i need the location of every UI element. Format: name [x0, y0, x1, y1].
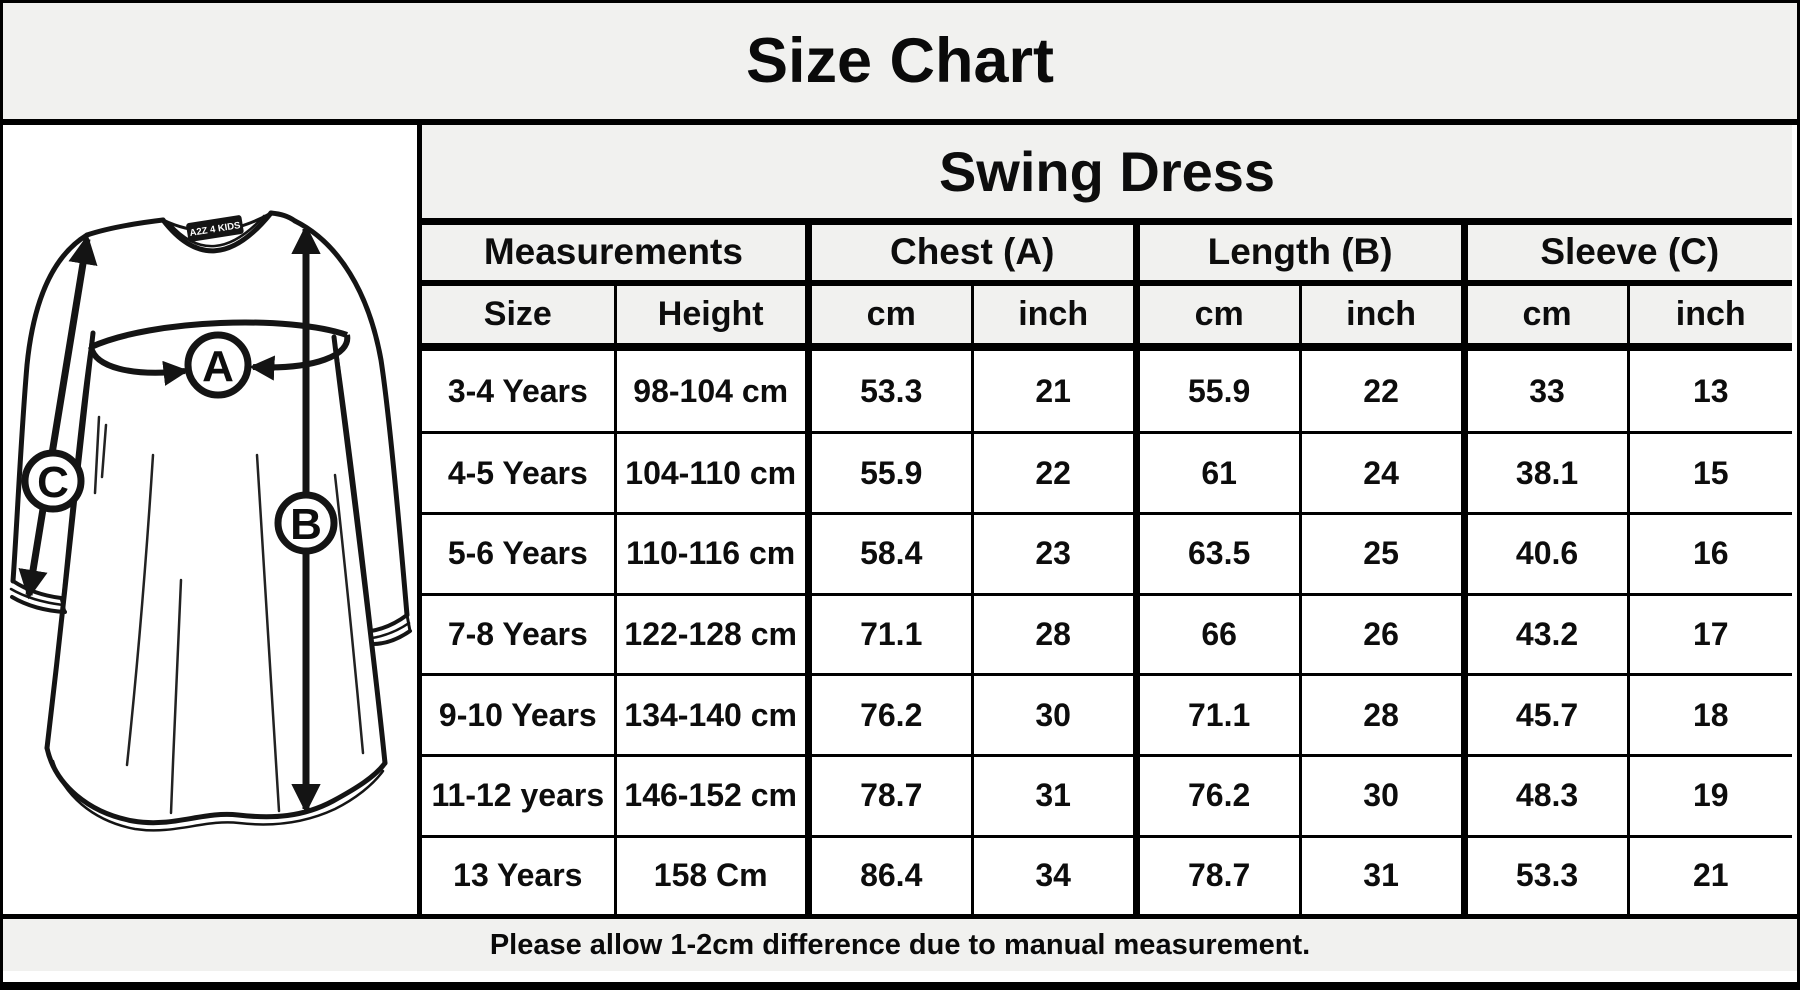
cell-chest-cm: 71.1 — [804, 592, 974, 677]
cell-sleeve-cm: 45.7 — [1460, 673, 1630, 758]
cell-chest-cm: 58.4 — [804, 511, 974, 596]
cell-length-inch: 24 — [1298, 431, 1466, 515]
length-label: B — [290, 500, 322, 549]
cell-size: 5-6 Years — [422, 511, 617, 596]
cell-height: 122-128 cm — [613, 592, 810, 677]
cell-sleeve-inch: 21 — [1626, 834, 1792, 914]
cell-length-inch: 30 — [1298, 754, 1466, 838]
cell-chest-cm: 55.9 — [804, 431, 974, 515]
size-table-body: 3-4 Years 98-104 cm 53.3 21 55.9 22 33 13 4-5 Ye… — [422, 345, 1792, 914]
cell-length-cm: 61 — [1132, 431, 1302, 515]
cell-chest-inch: 28 — [970, 592, 1138, 677]
cell-length-cm: 71.1 — [1132, 673, 1302, 758]
table-row: 9-10 Years 134-140 cm 76.2 30 71.1 28 45.7 18 — [422, 673, 1792, 758]
cell-chest-inch: 34 — [970, 834, 1138, 914]
collar-brand-tag: A2Z 4 KIDS — [186, 215, 244, 242]
table-row: 3-4 Years 98-104 cm 53.3 21 55.9 22 33 13 — [422, 345, 1792, 435]
cell-sleeve-inch: 16 — [1626, 511, 1792, 596]
group-header-length: Length (B) — [1132, 219, 1466, 286]
sleeve-label: C — [37, 458, 69, 507]
cell-size: 3-4 Years — [422, 345, 617, 435]
group-header-measurements: Measurements — [422, 219, 810, 286]
cell-length-cm: 63.5 — [1132, 511, 1302, 596]
cell-length-inch: 26 — [1298, 592, 1466, 677]
table-row: 4-5 Years 104-110 cm 55.9 22 61 24 38.1 15 — [422, 431, 1792, 515]
cell-sleeve-cm: 33 — [1460, 345, 1630, 435]
table-row: 13 Years 158 Cm 86.4 34 78.7 31 53.3 21 — [422, 834, 1792, 914]
cell-chest-inch: 31 — [970, 754, 1138, 838]
sleeve-label-badge: C — [21, 449, 85, 513]
col-header-chest-inch: inch — [970, 281, 1138, 351]
cell-chest-cm: 76.2 — [804, 673, 974, 758]
col-header-sleeve-cm: cm — [1460, 281, 1630, 351]
cell-sleeve-cm: 48.3 — [1460, 754, 1630, 838]
cell-length-cm: 55.9 — [1132, 345, 1302, 435]
cell-sleeve-cm: 53.3 — [1460, 834, 1630, 914]
cell-height: 134-140 cm — [613, 673, 810, 758]
table-row: 11-12 years 146-152 cm 78.7 31 76.2 30 48.3 19 — [422, 754, 1792, 838]
cell-sleeve-inch: 15 — [1626, 431, 1792, 515]
table-row: 5-6 Years 110-116 cm 58.4 23 63.5 25 40.6 16 — [422, 511, 1792, 596]
cell-length-inch: 25 — [1298, 511, 1466, 596]
sleeve-measure-arrow — [18, 234, 98, 600]
cell-chest-inch: 22 — [970, 431, 1138, 515]
title-bar: Size Chart — [3, 3, 1797, 125]
cell-length-cm: 66 — [1132, 592, 1302, 677]
cell-size: 7-8 Years — [422, 592, 617, 677]
cell-size: 4-5 Years — [422, 431, 617, 515]
cell-length-cm: 76.2 — [1132, 754, 1302, 838]
cell-sleeve-cm: 40.6 — [1460, 511, 1630, 596]
group-header-chest: Chest (A) — [804, 219, 1138, 286]
cell-sleeve-inch: 17 — [1626, 592, 1792, 677]
col-header-chest-cm: cm — [804, 281, 974, 351]
page-title: Size Chart — [745, 26, 1055, 96]
table-row: 7-8 Years 122-128 cm 71.1 28 66 26 43.2 17 — [422, 592, 1792, 677]
footer-note: Please allow 1-2cm difference due to man… — [489, 928, 1311, 961]
cell-height: 110-116 cm — [613, 511, 810, 596]
cell-sleeve-inch: 18 — [1626, 673, 1792, 758]
cell-size: 9-10 Years — [422, 673, 617, 758]
main-area: A2Z 4 KIDS — [3, 125, 1797, 914]
chest-label: A — [202, 342, 234, 391]
col-header-height: Height — [613, 281, 810, 351]
cell-length-inch: 28 — [1298, 673, 1466, 758]
group-header-sleeve: Sleeve (C) — [1460, 219, 1792, 286]
cell-height: 98-104 cm — [613, 345, 810, 435]
cell-size: 13 Years — [422, 834, 617, 914]
length-label-badge: B — [274, 491, 338, 555]
dress-outline — [9, 210, 412, 832]
cell-height: 158 Cm — [613, 834, 810, 914]
cell-height: 146-152 cm — [613, 754, 810, 838]
footer-bar: Please allow 1-2cm difference due to man… — [3, 914, 1797, 971]
chest-measure-arrow — [88, 319, 351, 386]
col-header-length-cm: cm — [1132, 281, 1302, 351]
cell-chest-cm: 78.7 — [804, 754, 974, 838]
dress-illustration: A2Z 4 KIDS — [9, 210, 412, 832]
cell-sleeve-cm: 43.2 — [1460, 592, 1630, 677]
illustration-panel: A2Z 4 KIDS — [3, 125, 422, 914]
cell-length-inch: 31 — [1298, 834, 1466, 914]
col-header-size: Size — [422, 281, 617, 351]
col-header-length-inch: inch — [1298, 281, 1466, 351]
cell-chest-inch: 21 — [970, 345, 1138, 435]
cell-sleeve-inch: 19 — [1626, 754, 1792, 838]
cell-chest-inch: 23 — [970, 511, 1138, 596]
product-name-header: Swing Dress — [422, 125, 1792, 225]
cell-chest-cm: 86.4 — [804, 834, 974, 914]
cell-sleeve-cm: 38.1 — [1460, 431, 1630, 515]
chest-label-badge: A — [184, 331, 252, 399]
cell-size: 11-12 years — [422, 754, 617, 838]
cell-chest-inch: 30 — [970, 673, 1138, 758]
cell-height: 104-110 cm — [613, 431, 810, 515]
size-table-wrap: Swing Dress Measurements Chest (A) Lengt… — [422, 125, 1792, 914]
size-table: Swing Dress Measurements Chest (A) Lengt… — [422, 125, 1792, 914]
cell-length-cm: 78.7 — [1132, 834, 1302, 914]
cell-chest-cm: 53.3 — [804, 345, 974, 435]
cell-length-inch: 22 — [1298, 345, 1466, 435]
cell-sleeve-inch: 13 — [1626, 345, 1792, 435]
skirt-seams — [93, 415, 365, 815]
col-header-sleeve-inch: inch — [1626, 281, 1792, 351]
